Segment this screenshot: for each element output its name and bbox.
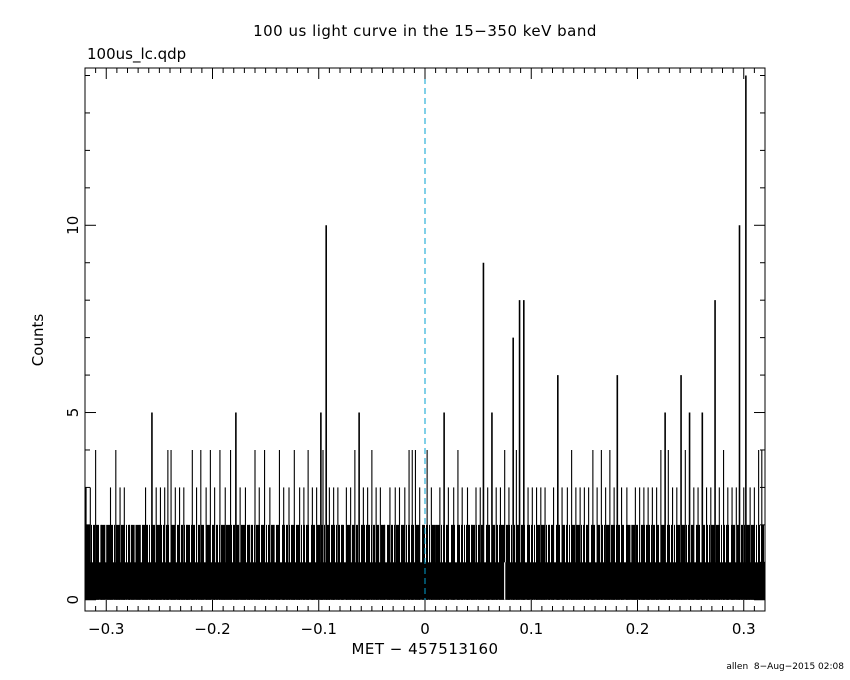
x-axis-label: MET − 457513160 [351,640,499,658]
footer-user: allen [726,662,749,672]
chart-subtitle: 100us_lc.qdp [87,45,187,63]
x-tick-label: −0.1 [301,620,337,638]
x-tick-label: 0 [420,620,430,638]
y-tick-label: 10 [64,216,82,235]
light-curve-bars [85,75,765,600]
axis-tick-labels: −0.3 −0.2 −0.1 0 0.1 0.2 0.3 0 5 10 [64,216,756,638]
x-tick-label: 0.1 [519,620,543,638]
x-tick-label: 0.3 [732,620,756,638]
axis-ticks [84,68,766,611]
x-tick-label: −0.2 [194,620,230,638]
y-tick-label: 0 [64,595,82,605]
footer-date: 8−Aug−2015 02:08 [753,662,844,672]
plot-footer: allen 8−Aug−2015 02:08 [726,662,844,672]
y-axis-label: Counts [29,313,47,367]
chart-title: 100 us light curve in the 15−350 keV ban… [253,22,597,40]
x-tick-label: −0.3 [88,620,124,638]
x-tick-label: 0.2 [626,620,650,638]
y-tick-label: 5 [64,408,82,418]
